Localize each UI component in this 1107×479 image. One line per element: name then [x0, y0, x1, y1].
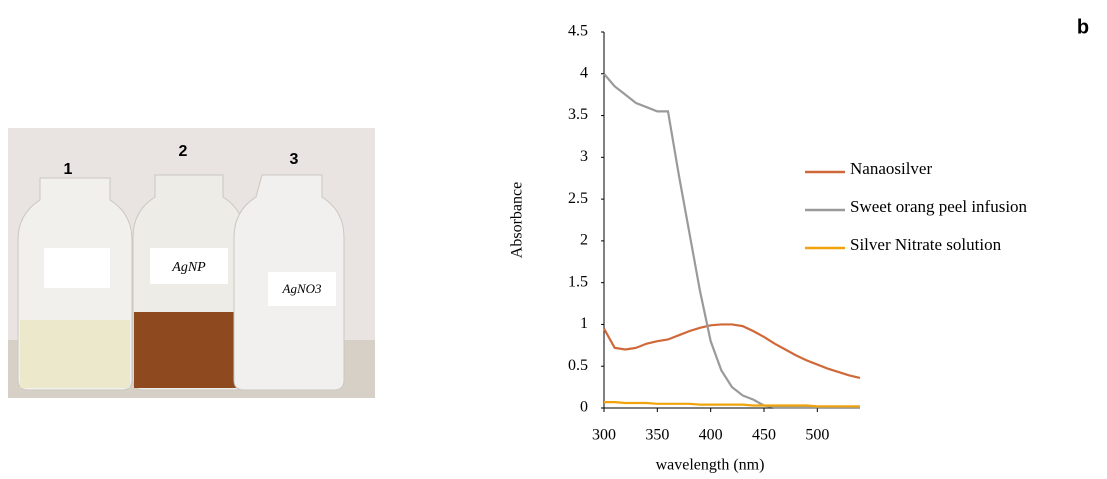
photo: 1 2 3 AgNP AgNO3	[8, 128, 375, 398]
legend-label: Silver Nitrate solution	[850, 235, 1002, 254]
x-tick-label: 400	[699, 427, 723, 444]
y-tick-label: 0	[580, 399, 588, 416]
bottle-number: 2	[179, 143, 188, 160]
y-tick-label: 4.5	[568, 23, 588, 40]
x-axis-label: wavelength (nm)	[656, 457, 765, 474]
tag-text: AgNP	[171, 260, 206, 275]
panel-label: b	[1077, 16, 1089, 38]
x-tick-label: 300	[592, 427, 616, 444]
tag	[44, 248, 110, 288]
data-line	[603, 323, 861, 379]
liquid	[134, 312, 244, 388]
bottle-number: 3	[290, 151, 299, 168]
y-tick-label: 0.5	[568, 357, 588, 374]
y-tick-label: 1.5	[568, 273, 588, 290]
legend-label: Nanaosilver	[850, 159, 932, 178]
x-tick-label: 500	[805, 427, 829, 444]
y-tick-label: 2	[580, 232, 588, 249]
data-line	[604, 401, 860, 408]
y-tick-label: 3.5	[568, 106, 588, 123]
legend-label: Sweet orang peel infusion	[850, 197, 1028, 216]
tag-text: AgNO3	[282, 281, 323, 296]
liquid	[20, 320, 130, 388]
y-axis-label: Absorbance	[509, 182, 526, 258]
x-tick-label: 350	[645, 427, 669, 444]
y-tick-label: 1	[580, 315, 588, 332]
y-tick-label: 3	[580, 148, 588, 165]
x-tick-label: 450	[752, 427, 776, 444]
bottle-number: 1	[64, 161, 73, 178]
data-line	[603, 73, 860, 409]
y-tick-label: 4	[580, 64, 588, 81]
tag	[268, 272, 336, 306]
tag	[150, 248, 228, 284]
y-tick-label: 2.5	[568, 190, 588, 207]
